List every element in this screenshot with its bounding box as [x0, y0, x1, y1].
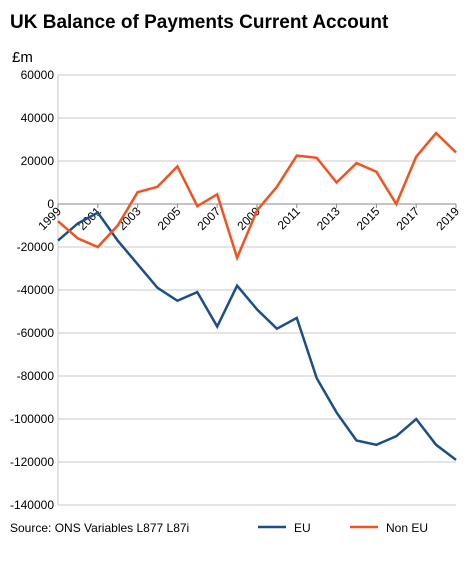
x-tick-label: 2001	[75, 204, 104, 233]
x-tick-label: 2017	[394, 204, 423, 233]
legend-label: Non EU	[386, 521, 428, 535]
y-tick-label: -120000	[10, 455, 54, 469]
x-tick-label: 2007	[195, 204, 224, 233]
x-tick-label: 2011	[275, 204, 303, 232]
x-tick-label: 2013	[314, 204, 343, 233]
y-tick-label: -140000	[10, 498, 54, 512]
y-tick-label: 40000	[21, 111, 55, 125]
y-tick-label: -20000	[17, 240, 55, 254]
series-line	[57, 131, 457, 262]
series-line	[57, 210, 457, 461]
x-tick-label: 2015	[354, 204, 383, 233]
legend-label: EU	[294, 521, 311, 535]
source: Source: ONS Variables L877 L87i	[10, 521, 189, 535]
y-tick-label: -60000	[17, 326, 55, 340]
x-tick-label: 1999	[35, 204, 64, 233]
y-tick-label: -100000	[10, 412, 54, 426]
y-tick-label: -40000	[17, 283, 55, 297]
y-tick-label: -80000	[17, 369, 55, 383]
y-axis-label: £m	[12, 49, 33, 66]
y-tick-label: 20000	[21, 154, 55, 168]
x-tick-label: 2019	[433, 204, 462, 233]
chart-title: UK Balance of Payments Current Account	[10, 12, 389, 33]
x-tick-label: 2003	[115, 204, 144, 233]
x-tick-label: 2005	[155, 204, 184, 233]
y-tick-label: 60000	[21, 68, 55, 82]
y-tick-label: 0	[47, 197, 54, 211]
